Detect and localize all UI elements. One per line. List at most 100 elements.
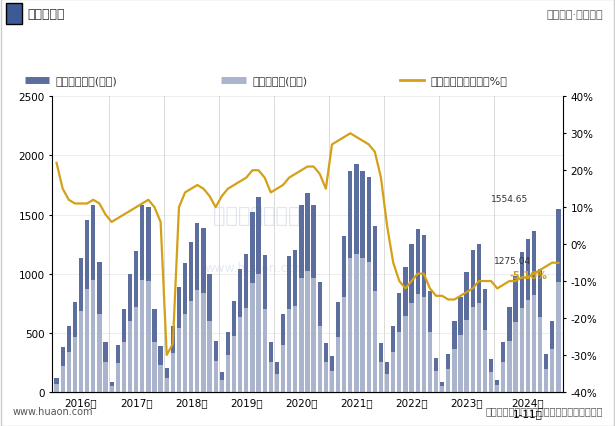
Text: www.huaon.com: www.huaon.com	[205, 262, 308, 275]
Bar	[367, 262, 371, 392]
Bar	[526, 240, 530, 392]
Bar	[397, 332, 402, 392]
Bar	[434, 371, 438, 392]
Bar	[293, 250, 298, 392]
Bar	[293, 306, 298, 392]
Bar	[213, 341, 218, 392]
Bar	[232, 301, 236, 392]
Bar	[195, 291, 199, 392]
Bar	[360, 171, 365, 392]
Bar	[183, 314, 187, 392]
Bar	[410, 245, 414, 392]
Bar	[367, 177, 371, 392]
Bar	[134, 252, 138, 392]
Bar	[122, 309, 126, 392]
Bar	[385, 374, 389, 392]
Bar	[189, 301, 193, 392]
Bar	[287, 256, 292, 392]
Bar	[122, 343, 126, 392]
Bar	[397, 293, 402, 392]
Bar	[91, 206, 95, 392]
Text: 华经情报网: 华经情报网	[28, 8, 65, 21]
Bar	[507, 341, 512, 392]
Bar	[91, 280, 95, 392]
Bar	[483, 331, 487, 392]
Bar	[373, 292, 377, 392]
Bar	[464, 320, 469, 392]
Bar	[244, 254, 248, 392]
Bar	[550, 349, 555, 392]
Text: 住宅投资额(亿元): 住宅投资额(亿元)	[252, 76, 308, 86]
Bar	[495, 385, 499, 392]
Bar	[330, 371, 334, 392]
Bar	[306, 194, 309, 392]
Bar	[171, 326, 175, 392]
Bar	[538, 318, 542, 392]
Bar	[109, 383, 114, 392]
Bar	[526, 300, 530, 392]
Bar	[116, 364, 120, 392]
Bar	[348, 259, 352, 392]
Bar	[348, 171, 352, 392]
Bar	[85, 289, 89, 392]
Text: 1275.04: 1275.04	[494, 256, 531, 265]
Bar	[195, 223, 199, 392]
Bar	[153, 343, 157, 392]
Bar	[354, 254, 359, 392]
Bar	[232, 337, 236, 392]
Bar	[452, 321, 456, 392]
Bar	[269, 343, 273, 392]
Bar	[66, 352, 71, 392]
Bar	[373, 227, 377, 392]
Text: 华经产业研究院: 华经产业研究院	[213, 205, 300, 225]
Bar	[330, 357, 334, 392]
Text: 2016-2024年11月山西省房地产投资额及住宅投资额: 2016-2024年11月山西省房地产投资额及住宅投资额	[150, 40, 465, 58]
Text: www.huaon.com: www.huaon.com	[12, 406, 93, 416]
Bar	[275, 374, 279, 392]
Bar	[220, 372, 224, 392]
Bar	[189, 242, 193, 392]
Bar	[60, 347, 65, 392]
Bar	[385, 363, 389, 392]
Bar	[440, 386, 444, 392]
Bar	[256, 274, 261, 392]
Bar	[226, 332, 230, 392]
FancyBboxPatch shape	[6, 4, 22, 25]
Bar	[177, 287, 181, 392]
Bar	[317, 326, 322, 392]
Bar	[128, 321, 132, 392]
Bar	[306, 272, 309, 392]
Bar	[244, 308, 248, 392]
Bar	[544, 354, 549, 392]
Bar	[281, 345, 285, 392]
Bar	[256, 197, 261, 392]
Bar	[391, 352, 395, 392]
Bar	[452, 349, 456, 392]
Bar	[379, 363, 383, 392]
Bar	[458, 298, 462, 392]
Text: 数据来源：国家统计局，华经产业研究院整理: 数据来源：国家统计局，华经产业研究院整理	[485, 406, 603, 416]
Bar	[183, 263, 187, 392]
Bar	[544, 369, 549, 392]
Text: 房地产投资额(亿元): 房地产投资额(亿元)	[55, 76, 117, 86]
Bar	[501, 363, 506, 392]
Bar	[103, 343, 108, 392]
Bar	[458, 335, 462, 392]
Bar	[422, 235, 426, 392]
Bar	[103, 363, 108, 392]
Bar	[79, 259, 83, 392]
Bar	[403, 317, 408, 392]
Bar	[263, 255, 267, 392]
Bar	[416, 229, 420, 392]
Bar	[226, 355, 230, 392]
Bar	[201, 293, 205, 392]
Bar	[489, 372, 493, 392]
Bar	[116, 345, 120, 392]
Bar	[140, 206, 145, 392]
Bar	[73, 338, 77, 392]
Bar	[153, 309, 157, 392]
Bar	[317, 282, 322, 392]
Bar	[54, 378, 58, 392]
Bar	[140, 280, 145, 392]
Bar	[379, 344, 383, 392]
